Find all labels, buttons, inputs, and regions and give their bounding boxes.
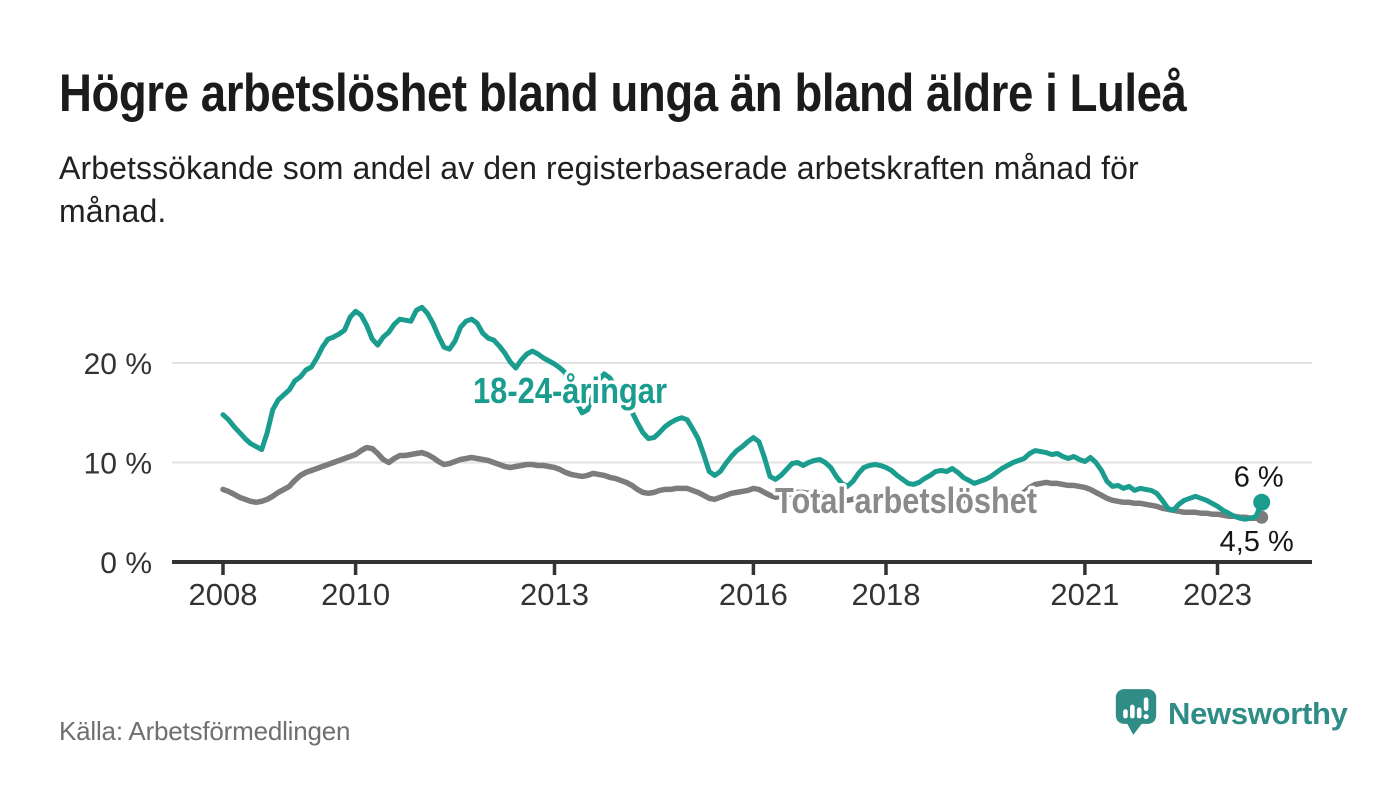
end-value-label-youth: 6 % (1234, 461, 1284, 493)
newsworthy-logo-icon (1115, 689, 1157, 735)
logo-exclamation-bar (1143, 697, 1149, 712)
chart-title: Högre arbetslöshet bland unga än bland ä… (59, 64, 1187, 123)
y-axis-label: 0 % (100, 547, 152, 580)
chart-subtitle-line1: Arbetssökande som andel av den registerb… (59, 150, 1139, 186)
newsworthy-wordmark: Newsworthy (1168, 696, 1348, 731)
chart-subtitle-line2: månad. (59, 193, 167, 229)
logo-bar-3 (1136, 707, 1142, 719)
logo-bar-2 (1130, 704, 1135, 719)
y-axis-label: 10 % (84, 448, 152, 481)
logo-exclamation-dot (1143, 714, 1149, 720)
series-end-dot-youth (1253, 493, 1271, 511)
logo-bar-1 (1123, 709, 1128, 719)
x-axis-label: 2023 (1183, 577, 1252, 612)
series-label-total: Total arbetslöshet (775, 480, 1037, 521)
source-caption: Källa: Arbetsförmedlingen (59, 716, 351, 746)
x-axis-label: 2010 (321, 577, 390, 612)
series-line-total (220, 444, 1265, 521)
x-axis-label: 2021 (1050, 577, 1119, 612)
x-axis-label: 2013 (520, 577, 589, 612)
x-axis-label: 2016 (719, 577, 788, 612)
series-line-youth (220, 304, 1265, 522)
series-label-youth: 18-24-åringar (473, 370, 667, 411)
end-value-label-total: 4,5 % (1220, 526, 1294, 558)
newsworthy-logo: Newsworthy (1114, 688, 1348, 736)
chart-subtitle: Arbetssökande som andel av den registerb… (59, 147, 1139, 233)
x-axis-label: 2008 (189, 577, 258, 612)
y-axis-label: 20 % (84, 348, 152, 381)
x-axis-label: 2018 (852, 577, 921, 612)
